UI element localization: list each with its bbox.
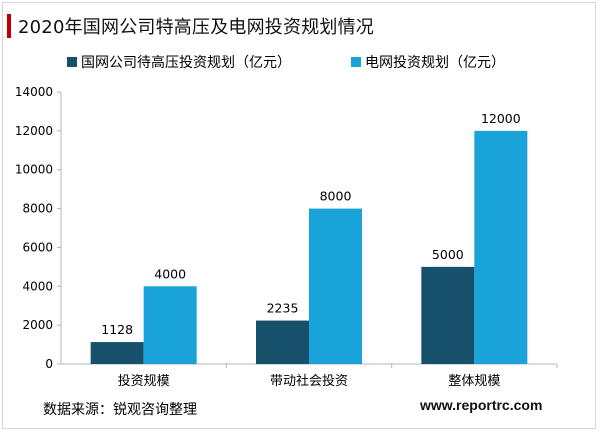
bar-series2-cat2	[309, 208, 362, 364]
title-accent-bar	[7, 14, 11, 38]
y-tick-label: 6000	[22, 240, 53, 254]
y-tick-label: 14000	[15, 85, 53, 99]
y-tick-label: 12000	[15, 124, 53, 138]
legend-swatch-2	[351, 57, 361, 67]
y-tick-label: 8000	[22, 202, 53, 216]
bar-series2-cat1	[143, 286, 197, 364]
y-tick-label: 2000	[22, 318, 53, 332]
y-tick-label: 0	[45, 357, 53, 371]
bar-series1-cat1	[90, 342, 144, 364]
legend-label-2: 电网投资规划（亿元）	[365, 55, 505, 71]
data-label-series2-cat1: 4000	[154, 266, 186, 281]
x-category-label: 整体规模	[448, 374, 500, 389]
bar-series1-cat2	[256, 320, 309, 364]
bar-series1-cat3	[421, 266, 475, 364]
y-tick-label: 4000	[22, 279, 53, 293]
legend-swatch-1	[67, 57, 77, 67]
data-label-series1-cat2: 2235	[267, 301, 299, 316]
website-url: www.reportrc.com	[420, 397, 543, 413]
data-label-series2-cat3: 12000	[481, 111, 521, 126]
data-source-note: 数据来源：锐观咨询整理	[43, 402, 197, 418]
bar-series2-cat3	[474, 130, 528, 364]
data-label-series1-cat3: 5000	[432, 247, 464, 262]
page-title: 2020年国网公司特高压及电网投资规划情况	[18, 17, 375, 38]
data-label-series1-cat1: 1128	[101, 322, 133, 337]
data-label-series2-cat2: 8000	[320, 189, 352, 204]
x-category-label: 投资规模	[118, 373, 170, 389]
x-category-label: 带动社会投资	[270, 373, 348, 389]
y-tick-label: 10000	[15, 163, 53, 177]
legend-label-1: 国网公司待高压投资规划（亿元）	[81, 54, 291, 71]
